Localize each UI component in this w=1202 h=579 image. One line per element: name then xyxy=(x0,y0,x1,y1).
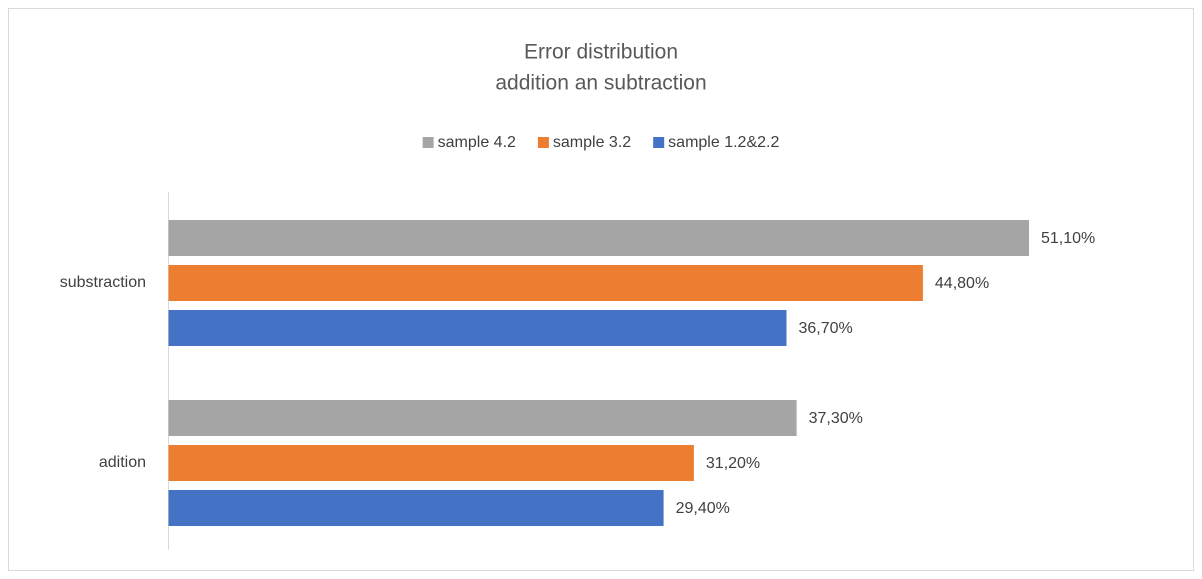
data-label: 31,20% xyxy=(706,455,760,472)
bar xyxy=(168,400,797,436)
bar xyxy=(168,490,664,526)
data-label: 36,70% xyxy=(799,320,853,337)
legend-label: sample 4.2 xyxy=(438,134,516,151)
chart-subtitle: addition an subtraction xyxy=(495,72,706,95)
legend-label: sample 1.2&2.2 xyxy=(668,134,779,151)
bar xyxy=(168,310,787,346)
legend-swatch xyxy=(422,137,434,148)
bar xyxy=(168,445,694,481)
data-label: 44,80% xyxy=(935,275,989,292)
chart-title: Error distribution xyxy=(524,41,678,64)
category-label: substraction xyxy=(60,274,146,291)
category-label: adition xyxy=(99,454,146,471)
data-label: 37,30% xyxy=(809,410,863,427)
legend-swatch xyxy=(537,137,549,148)
legend-swatch xyxy=(653,137,665,148)
data-label: 29,40% xyxy=(676,500,730,517)
bar xyxy=(168,220,1029,256)
data-label: 51,10% xyxy=(1041,230,1095,247)
bar xyxy=(168,265,923,301)
legend-label: sample 3.2 xyxy=(553,134,631,151)
